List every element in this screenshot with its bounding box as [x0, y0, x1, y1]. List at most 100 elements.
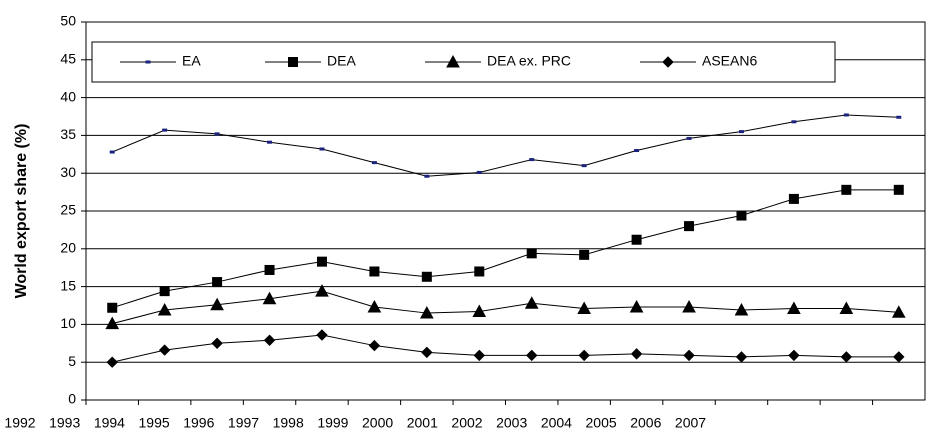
marker [476, 170, 482, 174]
marker [734, 302, 749, 316]
marker [264, 264, 275, 275]
y-tick-label: 10 [60, 315, 76, 331]
marker [662, 56, 674, 68]
marker [159, 286, 170, 297]
y-tick-label: 30 [60, 164, 76, 180]
marker [315, 284, 329, 297]
x-tick-label: 1998 [273, 415, 304, 431]
marker [263, 334, 276, 346]
marker [420, 306, 434, 319]
series-line [112, 290, 899, 325]
marker [577, 301, 591, 315]
marker [157, 302, 172, 316]
marker [788, 349, 800, 362]
marker [891, 305, 906, 318]
marker [106, 356, 118, 368]
x-tick-label: 2006 [630, 415, 661, 431]
marker [893, 184, 904, 195]
legend-label: ASEAN6 [702, 53, 757, 69]
marker [421, 271, 432, 282]
marker [631, 234, 642, 245]
marker [319, 147, 325, 151]
x-tick-label: 1993 [49, 415, 80, 431]
y-tick-label: 45 [60, 51, 76, 67]
y-tick-label: 35 [60, 126, 76, 142]
marker [474, 266, 485, 277]
y-tick-label: 20 [60, 240, 76, 256]
x-tick-label: 1997 [228, 415, 259, 431]
x-tick-label: 1996 [183, 415, 214, 431]
marker [529, 158, 535, 162]
marker [682, 299, 696, 313]
marker [446, 54, 460, 68]
marker [210, 297, 224, 311]
y-tick-label: 15 [60, 277, 76, 293]
marker [629, 299, 644, 313]
marker [472, 304, 487, 318]
marker [526, 349, 538, 362]
marker [214, 132, 220, 136]
y-tick-label: 50 [60, 13, 76, 29]
x-tick-label: 1992 [4, 415, 35, 431]
marker [840, 351, 853, 363]
x-tick-label: 2007 [675, 415, 706, 431]
marker [473, 349, 485, 362]
x-tick-label: 1994 [94, 415, 125, 431]
marker [736, 210, 747, 221]
marker [579, 249, 590, 260]
marker [581, 164, 587, 168]
marker [893, 351, 905, 363]
marker [524, 296, 539, 309]
x-tick-label: 2003 [496, 415, 527, 431]
marker [630, 348, 643, 360]
marker [369, 266, 380, 277]
legend: EA DEA DEA ex. PRC ASEAN6 [91, 41, 836, 83]
marker [371, 161, 377, 165]
legend-label: DEA ex. PRC [487, 53, 571, 69]
x-tick-label: 2002 [451, 415, 482, 431]
marker [145, 60, 151, 64]
y-tick-label: 5 [68, 353, 76, 369]
marker [683, 349, 695, 362]
marker [367, 299, 382, 313]
y-tick-label: 25 [60, 202, 76, 218]
marker [787, 301, 801, 315]
marker [267, 140, 273, 144]
marker [158, 344, 171, 356]
marker [578, 349, 590, 362]
marker [316, 329, 328, 341]
marker [684, 221, 695, 232]
x-tick-label: 2001 [407, 415, 438, 431]
x-tick-label: 1999 [317, 415, 348, 431]
legend-label: EA [182, 53, 201, 69]
marker [896, 115, 902, 119]
x-tick-label: 2000 [362, 415, 393, 431]
x-tick-label: 2005 [586, 415, 617, 431]
marker [738, 130, 744, 134]
marker [316, 256, 327, 267]
y-tick-label: 0 [68, 391, 76, 407]
marker [424, 174, 430, 178]
marker [788, 193, 799, 204]
y-axis-label: World export share (%) [13, 124, 30, 299]
marker [262, 291, 277, 305]
marker [212, 277, 223, 288]
marker [211, 337, 223, 350]
marker [421, 346, 433, 359]
marker [634, 149, 640, 153]
x-tick-label: 2004 [541, 415, 572, 431]
marker [841, 184, 852, 195]
series-line [112, 334, 899, 363]
marker [839, 301, 854, 315]
marker [735, 351, 748, 363]
marker [109, 150, 115, 154]
marker [107, 302, 118, 313]
marker [843, 113, 849, 117]
marker [105, 316, 120, 330]
legend-label: DEA [327, 53, 356, 69]
series-line [112, 189, 899, 309]
marker [368, 339, 381, 352]
marker [791, 120, 797, 124]
marker [526, 248, 537, 259]
